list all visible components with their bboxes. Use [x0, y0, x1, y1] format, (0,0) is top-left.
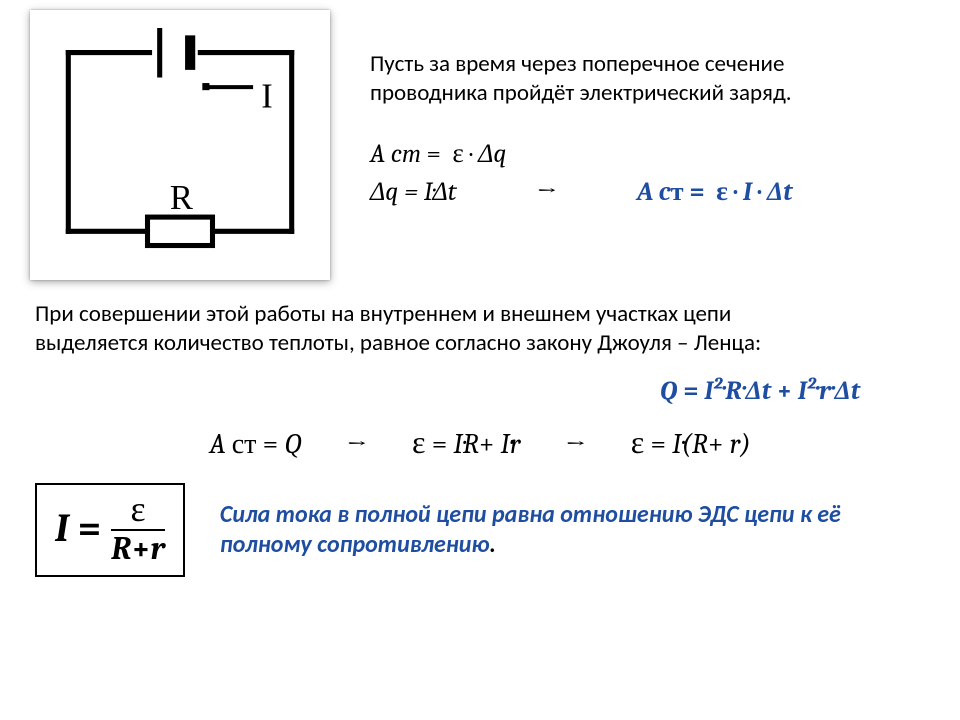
formula-dq: Δq = I·Δt [370, 176, 457, 209]
mid-line-2: выделяется количество теплоты, равное со… [35, 329, 920, 358]
arrow-icon: → [537, 176, 557, 209]
ohm-denominator: R+r [111, 529, 165, 565]
conclusion-text: Сила тока в полной цепи равна отношению … [220, 500, 920, 560]
resistor-label: R [170, 179, 193, 217]
formula-eq3: ɛ = I·(R+ r) [631, 424, 751, 461]
ohm-law-box: I = ɛ R+r [35, 483, 185, 577]
formula-heat: Q = I²·R·Δt + I²·r·Δt [0, 376, 960, 406]
arrow-icon: → [565, 430, 585, 460]
circuit-diagram: I R [30, 10, 330, 280]
mid-text-block: При совершении этой работы на внутреннем… [0, 280, 960, 358]
formula-eq1: A ст = Q [209, 428, 301, 461]
mid-line-1: При совершении этой работы на внутреннем… [35, 300, 920, 329]
intro-line-2: проводника пройдёт электрический заряд. [370, 79, 910, 108]
arrow-icon: → [347, 430, 367, 460]
current-label: I [261, 77, 273, 115]
formula-eq2: ɛ = I·R+ I·r [412, 424, 520, 461]
intro-text-block: Пусть за время через поперечное сечение … [330, 10, 930, 209]
circuit-svg: I R [48, 28, 312, 262]
ohm-lhs: I = [55, 505, 101, 551]
formula-work-final: A cт = ɛ · I · Δt [637, 174, 792, 209]
ohm-numerator: ɛ [131, 491, 146, 529]
formula-work-1: A cт = ɛ · Δq [370, 136, 910, 171]
intro-line-1: Пусть за время через поперечное сечение [370, 50, 910, 79]
